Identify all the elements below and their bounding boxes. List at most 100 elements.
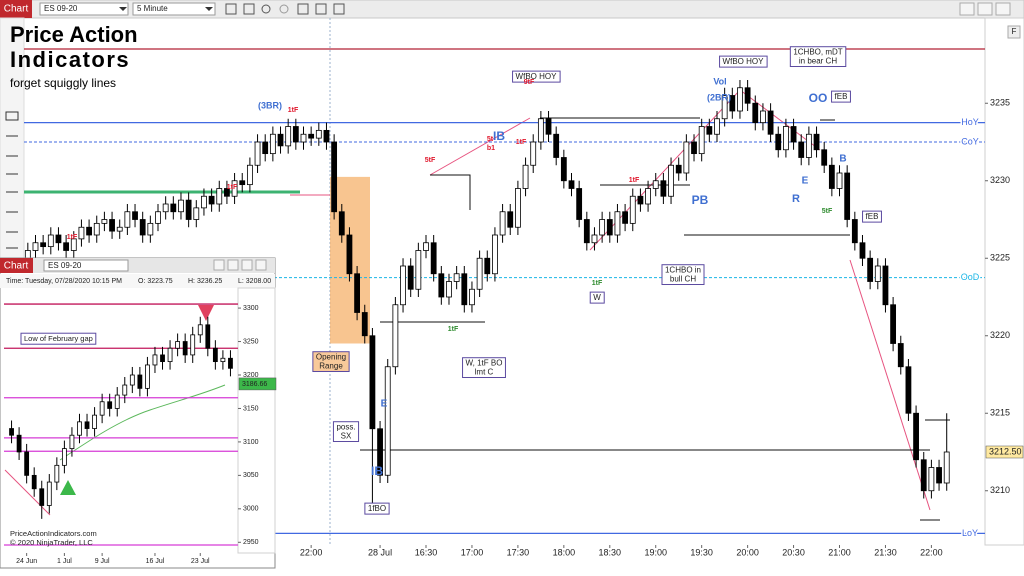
candle-body	[160, 354, 165, 363]
instrument-label: ES 09-20	[44, 4, 78, 13]
candle-body	[205, 324, 211, 349]
inset-info-bar	[0, 274, 275, 288]
annotation: B	[839, 154, 846, 165]
candle-body	[239, 180, 246, 186]
annotation: 1tF	[448, 326, 459, 333]
candle-body	[132, 211, 138, 220]
candle-body	[515, 188, 521, 228]
icon[interactable]	[279, 4, 289, 14]
tool[interactable]	[5, 111, 19, 121]
candle-body	[423, 242, 429, 251]
inset-price-axis	[237, 287, 276, 554]
candle-body	[384, 366, 391, 476]
main-axes: HoY CoY OoD LoY 3210 3215 3220 3225 3230 3235 22:0…	[300, 98, 1024, 557]
candle-body	[162, 203, 169, 213]
candle-body	[86, 226, 92, 236]
candle-body	[576, 188, 583, 220]
annotation: 5t	[487, 136, 494, 143]
inset-footer: © 2020 NinjaTrader, LLC	[10, 538, 93, 547]
annotation: E	[381, 399, 388, 410]
candle-body	[537, 118, 544, 143]
y-tick-label: 3225	[990, 253, 1010, 263]
candle-body	[193, 207, 200, 220]
candle-body	[507, 211, 514, 228]
x-tick-label: 19:30	[690, 547, 713, 557]
candle-body	[737, 87, 743, 112]
x-tick-label: 21:30	[874, 547, 897, 557]
inset-tab[interactable]	[0, 258, 33, 273]
icon[interactable]	[315, 3, 327, 15]
candle-body	[392, 304, 399, 368]
maximize-button[interactable]	[977, 2, 993, 16]
annotation: E	[802, 176, 809, 187]
icon[interactable]	[297, 3, 309, 15]
annotation: R	[792, 193, 800, 205]
candle-body	[185, 199, 192, 220]
inset-button[interactable]	[213, 259, 225, 271]
candle-body	[530, 141, 537, 166]
y-tick-label: 2950	[243, 539, 259, 546]
candle-body	[545, 118, 552, 135]
inset-footer: PriceActionIndicators.com	[10, 529, 97, 538]
x-tick-label: 18:00	[553, 547, 576, 557]
brand-title: Price Action	[10, 22, 138, 47]
candle-body	[84, 421, 90, 429]
candle-body	[760, 110, 766, 124]
inset-button[interactable]	[241, 259, 253, 271]
y-tick-label: 3050	[243, 472, 259, 479]
candle-body	[928, 467, 935, 492]
minimize-button[interactable]	[959, 2, 975, 16]
candle-body	[137, 374, 143, 389]
annotation: IB	[371, 464, 383, 478]
inset-button[interactable]	[227, 259, 239, 271]
inset-instrument-select[interactable]	[43, 259, 129, 272]
annotation: 1tF	[288, 107, 299, 114]
candle-body	[246, 164, 253, 186]
icon[interactable]	[225, 3, 237, 15]
candle-body	[354, 273, 360, 313]
candle-body	[775, 133, 782, 151]
candle-body	[216, 188, 223, 205]
candle-body	[46, 481, 52, 506]
inset-button[interactable]	[255, 259, 267, 271]
x-tick-label: 16:30	[415, 547, 438, 557]
candle-body	[790, 126, 797, 143]
close-button[interactable]	[995, 2, 1011, 16]
x-tick-label: 17:00	[461, 547, 484, 557]
candle-body	[201, 195, 207, 209]
step-line	[360, 117, 950, 521]
candle-body	[77, 421, 82, 436]
candle-body	[583, 219, 590, 244]
y-tick-label: 3230	[990, 175, 1010, 185]
y-tick-label: 3220	[990, 330, 1010, 340]
window-buttons	[959, 2, 1011, 16]
candle-body	[400, 265, 406, 306]
candle-body	[851, 219, 858, 244]
candle-body	[63, 242, 70, 251]
step-lines	[360, 117, 950, 521]
candle-body	[805, 133, 812, 158]
candle-body	[101, 219, 108, 224]
annotation-line: W, 1tF BO	[466, 359, 503, 368]
interval-select[interactable]	[132, 2, 216, 16]
instrument-select[interactable]	[39, 2, 129, 16]
chart-tab-label: Chart	[4, 4, 29, 15]
candle-body	[606, 219, 613, 236]
annotation: 5tF	[425, 157, 436, 164]
annotation: 9tF	[524, 79, 535, 86]
candle-body	[269, 133, 276, 155]
annotation: poss. SX	[336, 423, 355, 441]
icon[interactable]	[261, 4, 271, 14]
chart-tab[interactable]	[0, 0, 32, 18]
corner-badge[interactable]	[1007, 25, 1021, 39]
y-tick-label: 3235	[990, 98, 1010, 108]
candle-body	[936, 467, 942, 484]
candle-body	[476, 257, 483, 290]
candle-body	[70, 238, 77, 251]
icon[interactable]	[333, 3, 345, 15]
candle-body	[859, 242, 866, 259]
icon[interactable]	[243, 3, 255, 15]
annotation-box	[789, 46, 847, 68]
annotation-line: poss.	[336, 423, 355, 432]
candle-body	[55, 234, 62, 244]
